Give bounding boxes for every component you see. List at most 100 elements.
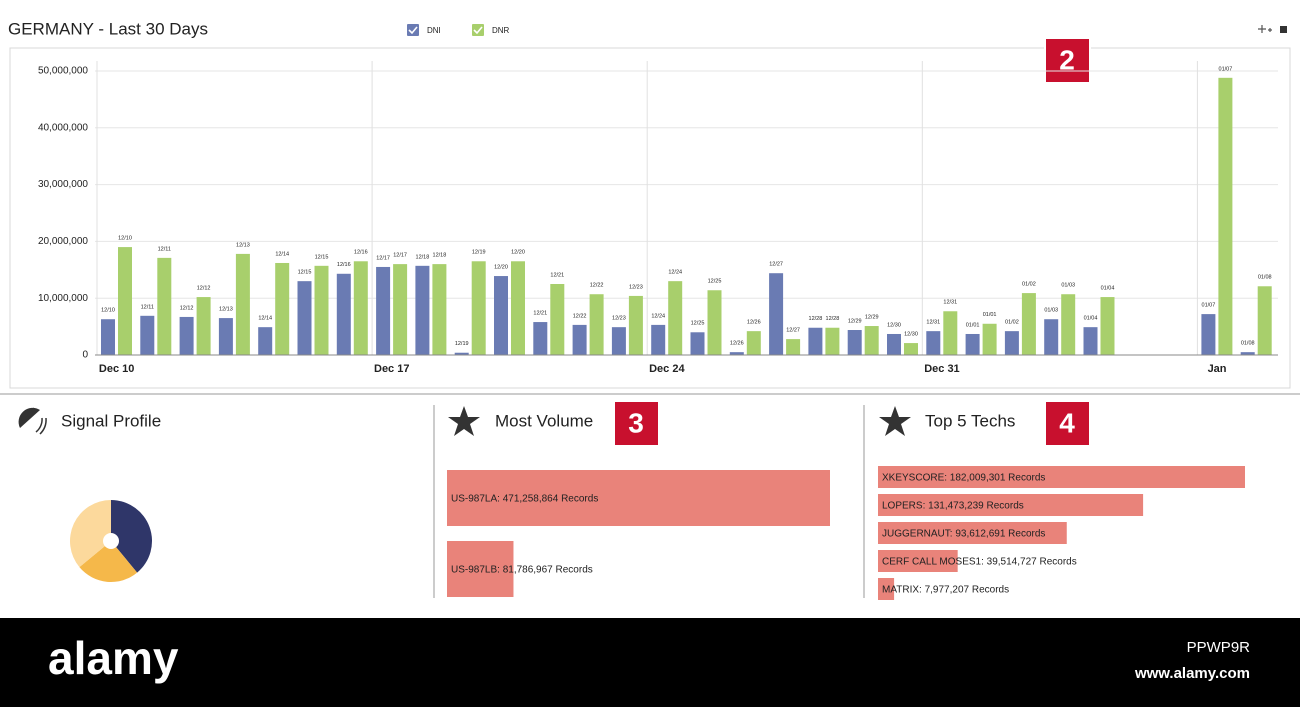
footer-bar — [0, 618, 1300, 707]
legend-swatch — [407, 24, 419, 36]
bar-label: 01/01 — [966, 322, 980, 328]
bar-label: 01/07 — [1219, 66, 1233, 72]
bar-label: 12/27 — [769, 262, 783, 268]
panel-title: Most Volume — [495, 411, 593, 430]
legend-label: DNR — [492, 26, 510, 35]
annotation-badge: 3 — [613, 400, 660, 447]
url: www.alamy.com — [1134, 665, 1250, 682]
bar — [690, 332, 705, 355]
bar — [786, 339, 801, 355]
badge-number: 2 — [1059, 44, 1075, 75]
bar-label: 12/12 — [197, 286, 211, 292]
bar-label: 12/28 — [826, 316, 840, 322]
bar-label: 12/26 — [730, 341, 744, 347]
y-tick-label: 0 — [82, 350, 88, 361]
panel-title: Signal Profile — [61, 411, 161, 430]
bar — [847, 330, 862, 355]
bar — [926, 331, 941, 355]
y-tick-label: 30,000,000 — [38, 179, 88, 190]
bar — [943, 311, 958, 355]
zoom-icon[interactable] — [1258, 25, 1272, 33]
bar-label: 01/04 — [1084, 316, 1098, 322]
bar-label: 12/11 — [158, 246, 171, 252]
bar-label: 12/23 — [629, 284, 643, 290]
bar — [471, 261, 486, 355]
bar — [589, 294, 604, 355]
pie-slice — [69, 500, 111, 568]
x-tick-label: Dec 31 — [924, 363, 959, 375]
bar — [393, 264, 408, 355]
bar — [707, 290, 722, 355]
annotation-badge: 4 — [1044, 400, 1091, 447]
bar-label: 12/12 — [180, 305, 194, 311]
bar — [218, 318, 233, 355]
bar — [887, 333, 901, 355]
bar-label: 12/28 — [809, 316, 823, 322]
bar-label: 01/03 — [1061, 283, 1075, 289]
toolbar-icons[interactable] — [1258, 25, 1287, 33]
bar — [101, 319, 115, 355]
bar-label: XKEYSCORE: 182,009,301 Records — [882, 473, 1045, 484]
bar — [729, 352, 744, 355]
bar — [1100, 297, 1115, 355]
bar — [1083, 327, 1098, 355]
bar — [447, 470, 830, 526]
bar — [965, 333, 980, 355]
menu-icon[interactable] — [1280, 26, 1287, 33]
panel-title: Top 5 Techs — [925, 411, 1015, 430]
bar-label: 12/20 — [511, 250, 525, 256]
bar — [511, 261, 525, 355]
bar — [1240, 352, 1255, 355]
bar-label: 12/31 — [943, 300, 957, 306]
bar — [550, 284, 565, 355]
bar — [746, 331, 761, 355]
legend-label: DNI — [427, 26, 441, 35]
bar-label: 12/18 — [416, 254, 430, 260]
bar-label: 12/25 — [708, 279, 722, 285]
bar — [1021, 293, 1036, 355]
chart-title: GERMANY - Last 30 Days — [8, 19, 208, 38]
bar-label: US-987LA: 471,258,864 Records — [451, 494, 598, 505]
bar — [611, 327, 626, 355]
bar — [157, 257, 172, 355]
legend-swatch — [472, 24, 484, 36]
bar-label: 12/15 — [315, 254, 329, 260]
bar-label: 12/23 — [612, 316, 626, 322]
brand: alamy — [48, 632, 179, 684]
bar — [1218, 77, 1233, 355]
bar-label: 12/13 — [219, 307, 233, 313]
bar-label: 12/17 — [376, 255, 390, 261]
bar — [769, 273, 784, 355]
bar — [1201, 314, 1216, 355]
bar — [235, 253, 250, 355]
x-tick-label: Dec 17 — [374, 363, 409, 375]
bar-label: 12/26 — [747, 320, 761, 326]
bar-label: 01/08 — [1241, 341, 1255, 347]
legend-check — [408, 26, 418, 35]
bar — [628, 295, 643, 355]
bar-label: MATRIX: 7,977,207 Records — [882, 585, 1009, 596]
legend-check — [473, 26, 483, 35]
chart-frame — [9, 47, 1291, 389]
bar-label: 01/08 — [1258, 275, 1272, 281]
pie-hole — [103, 533, 119, 549]
bar-label: 12/21 — [550, 272, 564, 278]
bar — [415, 265, 430, 355]
bar — [376, 266, 391, 355]
bar-label: 12/30 — [904, 332, 918, 338]
bar-label: 12/15 — [298, 270, 312, 276]
bar — [668, 281, 683, 355]
bar-label: 12/13 — [236, 242, 250, 248]
bar — [651, 324, 666, 355]
pie-slice — [111, 500, 152, 573]
bar-label: 12/10 — [118, 236, 132, 242]
bar — [1004, 331, 1019, 355]
signal-icon — [18, 407, 47, 435]
bar — [258, 327, 273, 355]
bar — [494, 276, 508, 355]
bar-label: 01/02 — [1022, 282, 1036, 288]
bar-label: 01/03 — [1044, 308, 1058, 314]
y-tick-label: 10,000,000 — [38, 293, 88, 304]
pie-slice — [79, 541, 138, 582]
